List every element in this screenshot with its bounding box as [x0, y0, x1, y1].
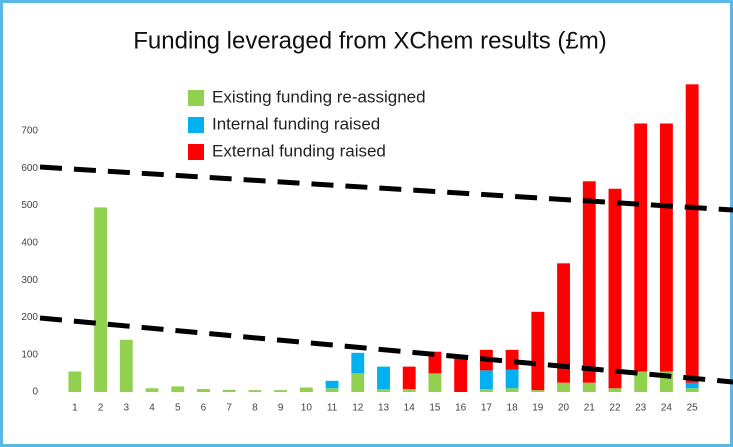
x-tick-label: 6 [201, 403, 207, 414]
y-tick-label: 500 [21, 200, 38, 211]
y-tick-label: 100 [21, 349, 38, 360]
bar-segment [582, 181, 596, 383]
bar-segment [145, 388, 159, 392]
x-tick-label: 10 [301, 403, 313, 414]
x-tick-label: 4 [149, 403, 155, 414]
bar-segment [68, 371, 82, 392]
bar-segment [248, 390, 262, 392]
x-tick-label: 1 [72, 403, 78, 414]
bar-segment [402, 366, 416, 390]
bar-segment [325, 388, 339, 392]
bar-segment [454, 356, 468, 392]
y-tick-label: 700 [21, 126, 38, 137]
bar-segment [685, 382, 699, 389]
x-tick-label: 17 [481, 403, 493, 414]
legend-swatch [188, 144, 204, 160]
x-tick-label: 7 [226, 403, 232, 414]
x-tick-label: 2 [98, 403, 104, 414]
bar-segment [402, 389, 416, 392]
bar-segment [505, 388, 519, 392]
x-tick-label: 16 [455, 403, 467, 414]
x-tick-label: 15 [429, 403, 441, 414]
x-tick-label: 5 [175, 403, 181, 414]
bar-segment [274, 390, 288, 392]
y-tick-label: 400 [21, 237, 38, 248]
legend: Existing funding re-assigned Internal fun… [188, 87, 426, 160]
x-tick-label: 18 [507, 403, 519, 414]
bar-segment [608, 388, 622, 392]
bar-segment [685, 388, 699, 392]
bar-segment [505, 369, 519, 389]
dashed-line [39, 315, 733, 385]
bar-segment [634, 123, 648, 372]
x-tick-label: 9 [278, 403, 284, 414]
x-tick-label: 20 [558, 403, 570, 414]
bar-segment [531, 311, 545, 391]
x-tick-label: 12 [352, 403, 364, 414]
bar-segment [222, 389, 236, 392]
bar-segment [351, 373, 365, 392]
y-tick-label: 600 [21, 163, 38, 174]
bar-segment [351, 352, 365, 374]
bar-segment [428, 351, 442, 374]
bar-segment [531, 390, 545, 392]
legend-swatch [188, 117, 204, 133]
x-tick-label: 11 [327, 403, 338, 414]
x-tick-label: 14 [404, 403, 416, 414]
bar-segment [299, 387, 313, 392]
bar-segment [479, 389, 493, 392]
legend-label: External funding raised [212, 141, 386, 160]
dashed-line [39, 164, 733, 213]
bar-segment [479, 370, 493, 390]
bar-segment [634, 371, 648, 392]
y-tick-label: 0 [32, 387, 38, 398]
bar-segment [94, 207, 108, 392]
bar-segment [377, 366, 390, 390]
bar-segment [582, 382, 596, 392]
bar-segment [557, 263, 570, 383]
x-tick-label: 25 [687, 403, 699, 414]
x-tick-label: 8 [252, 403, 258, 414]
legend-swatch [188, 90, 204, 106]
y-tick-label: 200 [21, 312, 38, 323]
x-tick-label: 21 [584, 403, 596, 414]
x-tick-label: 13 [378, 403, 390, 414]
x-tick-label: 3 [124, 403, 130, 414]
bar-segment [557, 382, 570, 392]
bar-segment [608, 188, 622, 389]
x-tick-label: 24 [661, 403, 673, 414]
bar-segment [377, 389, 390, 392]
bar-segment [659, 123, 673, 372]
x-tick-label: 19 [532, 403, 544, 414]
legend-label: Internal funding raised [212, 114, 380, 133]
x-tick-label: 22 [609, 403, 621, 414]
bar-segment [505, 349, 519, 370]
bar-segment [119, 339, 133, 392]
chart-title: Funding leveraged from XChem results (£m… [133, 27, 607, 54]
bar-segment [171, 386, 185, 392]
bar-segment [685, 84, 699, 383]
legend-label: Existing funding re-assigned [212, 87, 426, 106]
x-tick-label: 23 [635, 403, 647, 414]
bar-segment [325, 380, 339, 389]
bar-segment [197, 389, 210, 392]
bar-segment [428, 373, 442, 392]
y-tick-label: 300 [21, 275, 38, 286]
